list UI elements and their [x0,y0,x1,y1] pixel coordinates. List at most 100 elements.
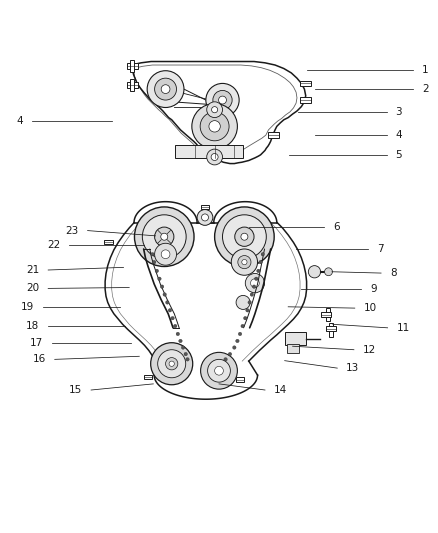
Circle shape [208,359,230,382]
Circle shape [219,96,226,104]
Text: 20: 20 [26,284,39,293]
Bar [326,326,336,332]
Circle shape [155,243,177,265]
Text: 10: 10 [364,303,377,313]
Text: 16: 16 [33,354,46,365]
Text: 4: 4 [16,116,23,126]
Bar [236,377,244,382]
Text: 19: 19 [21,302,34,312]
Circle shape [186,358,189,361]
Circle shape [236,295,250,310]
Text: 9: 9 [370,284,377,294]
Text: 2: 2 [422,84,428,94]
Circle shape [209,120,220,132]
Circle shape [238,255,251,269]
Text: 7: 7 [377,244,383,254]
Circle shape [250,293,254,296]
Circle shape [245,273,265,293]
Circle shape [238,332,242,336]
Circle shape [163,293,166,296]
Circle shape [201,214,208,221]
Bar [300,80,311,86]
Circle shape [224,358,227,361]
Circle shape [192,103,237,149]
Circle shape [244,317,247,320]
Circle shape [155,269,159,273]
Bar [300,97,311,103]
Circle shape [252,285,256,288]
Circle shape [197,209,213,225]
Bar [104,240,113,244]
Circle shape [211,154,218,160]
Circle shape [147,71,184,108]
Text: 21: 21 [26,265,39,275]
Circle shape [259,260,262,264]
Circle shape [151,253,154,256]
Text: 6: 6 [333,222,339,232]
Circle shape [308,265,321,278]
Circle shape [242,260,247,265]
Circle shape [248,301,251,304]
Circle shape [134,207,194,266]
Circle shape [171,317,174,320]
Circle shape [223,215,266,259]
FancyBboxPatch shape [285,332,306,345]
Text: 8: 8 [390,268,396,278]
Circle shape [158,350,186,378]
Bar [144,375,152,379]
Circle shape [261,253,265,256]
Text: 5: 5 [396,150,402,160]
Circle shape [254,277,258,280]
Bar [328,324,333,336]
Circle shape [236,339,239,343]
Circle shape [184,352,187,356]
Text: 3: 3 [396,107,402,117]
Circle shape [176,332,180,336]
Circle shape [215,366,223,375]
Circle shape [160,285,164,288]
Text: 11: 11 [396,323,410,333]
Bar [127,63,138,69]
Circle shape [235,227,254,246]
Circle shape [257,269,260,273]
Bar [127,82,138,87]
Circle shape [325,268,332,276]
Circle shape [155,227,174,246]
Text: 4: 4 [396,130,402,140]
Circle shape [155,78,177,100]
Bar [326,308,330,321]
Circle shape [228,352,232,356]
Circle shape [233,346,236,349]
Circle shape [246,309,249,312]
Circle shape [212,107,218,113]
Circle shape [206,84,239,117]
Circle shape [168,309,172,312]
Circle shape [231,249,258,275]
Circle shape [152,260,156,264]
Circle shape [166,301,169,304]
Circle shape [215,207,274,266]
Bar [321,312,331,317]
Circle shape [241,324,244,328]
Bar [131,60,134,72]
Circle shape [201,352,237,389]
Circle shape [179,339,182,343]
Text: 17: 17 [30,338,43,348]
Circle shape [161,85,170,93]
Circle shape [181,346,185,349]
Circle shape [200,112,229,141]
Circle shape [161,250,170,259]
Text: 1: 1 [422,65,428,75]
Bar [268,132,279,138]
Circle shape [142,215,186,259]
Circle shape [173,324,177,328]
Circle shape [169,361,174,366]
FancyBboxPatch shape [175,145,243,158]
Text: 13: 13 [346,363,359,373]
Text: 12: 12 [363,345,376,355]
Circle shape [251,279,259,287]
Circle shape [166,358,178,370]
Circle shape [158,277,161,280]
Circle shape [241,233,248,240]
Circle shape [213,91,232,110]
